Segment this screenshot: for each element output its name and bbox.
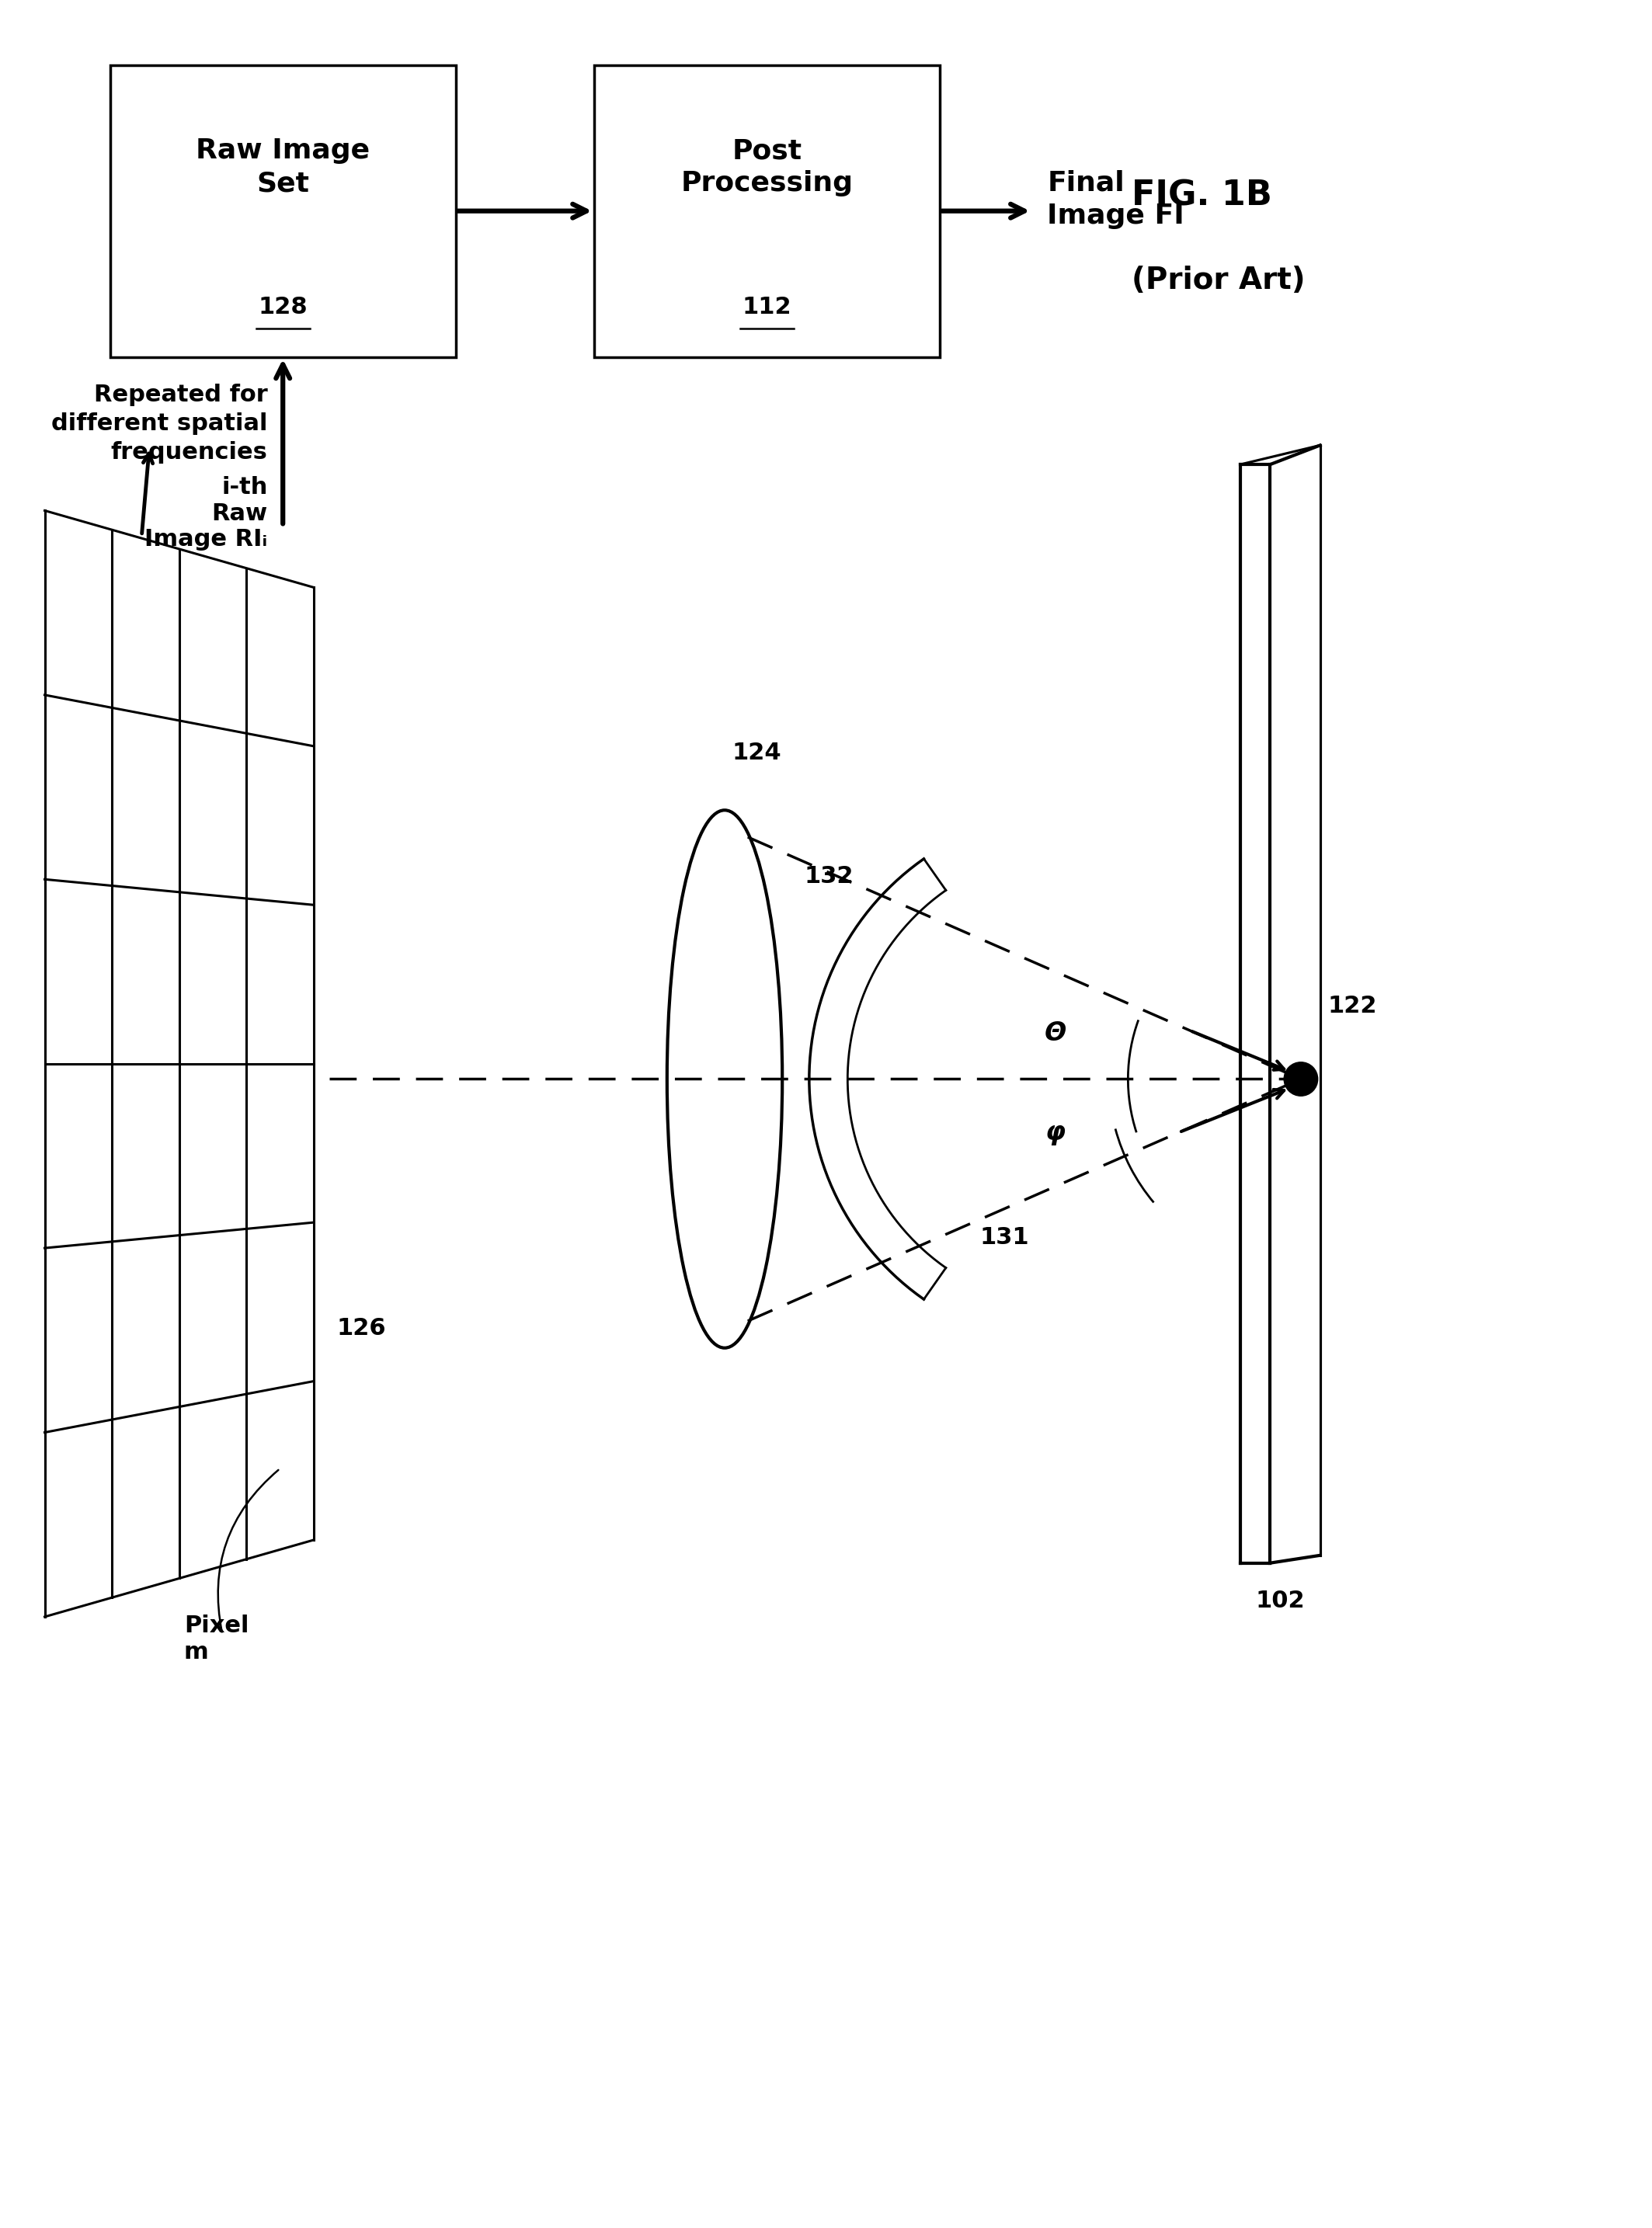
Text: 132: 132 <box>805 864 854 887</box>
Text: 122: 122 <box>1328 996 1378 1018</box>
Text: 128: 128 <box>258 296 307 319</box>
Text: 102: 102 <box>1256 1591 1305 1613</box>
Text: 131: 131 <box>980 1225 1029 1250</box>
Bar <box>111 65 456 356</box>
Text: Pixel
m: Pixel m <box>183 1615 249 1664</box>
Text: Repeated for
different spatial
frequencies: Repeated for different spatial frequenci… <box>51 383 268 463</box>
Text: Raw Image
Set: Raw Image Set <box>197 138 370 196</box>
Text: Final
Image FI: Final Image FI <box>1047 169 1184 229</box>
Text: Θ: Θ <box>1044 1020 1066 1045</box>
Text: 124: 124 <box>732 742 781 764</box>
Text: i-th
Raw
Image RIᵢ: i-th Raw Image RIᵢ <box>145 477 268 550</box>
Bar <box>595 65 940 356</box>
Text: (Prior Art): (Prior Art) <box>1132 265 1305 294</box>
Text: φ: φ <box>1044 1121 1066 1145</box>
Text: FIG. 1B: FIG. 1B <box>1132 178 1272 212</box>
Circle shape <box>1284 1063 1318 1096</box>
Text: Post
Processing: Post Processing <box>681 138 852 196</box>
Text: 126: 126 <box>337 1317 387 1339</box>
Text: 112: 112 <box>742 296 791 319</box>
